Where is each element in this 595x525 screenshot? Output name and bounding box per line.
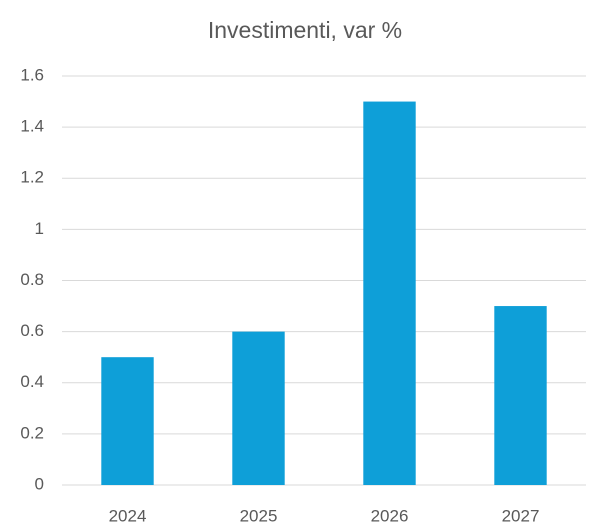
chart-title: Investimenti, var %	[208, 17, 402, 43]
bar	[101, 357, 154, 485]
y-tick-label: 0.4	[20, 372, 44, 391]
y-tick-label: 1.6	[20, 65, 44, 84]
y-tick-label: 0	[35, 474, 44, 493]
y-tick-label: 0.8	[20, 270, 44, 289]
x-tick-label: 2025	[240, 506, 278, 525]
bar	[363, 101, 416, 485]
bar	[494, 306, 547, 485]
bar	[232, 331, 285, 485]
y-tick-label: 0.6	[20, 321, 44, 340]
y-tick-label: 1.4	[20, 117, 44, 136]
x-tick-label: 2024	[109, 506, 147, 525]
x-tick-label: 2027	[502, 506, 540, 525]
y-tick-label: 1.2	[20, 168, 44, 187]
y-tick-label: 1	[35, 219, 44, 238]
x-tick-label: 2026	[371, 506, 409, 525]
y-tick-label: 0.2	[20, 423, 44, 442]
